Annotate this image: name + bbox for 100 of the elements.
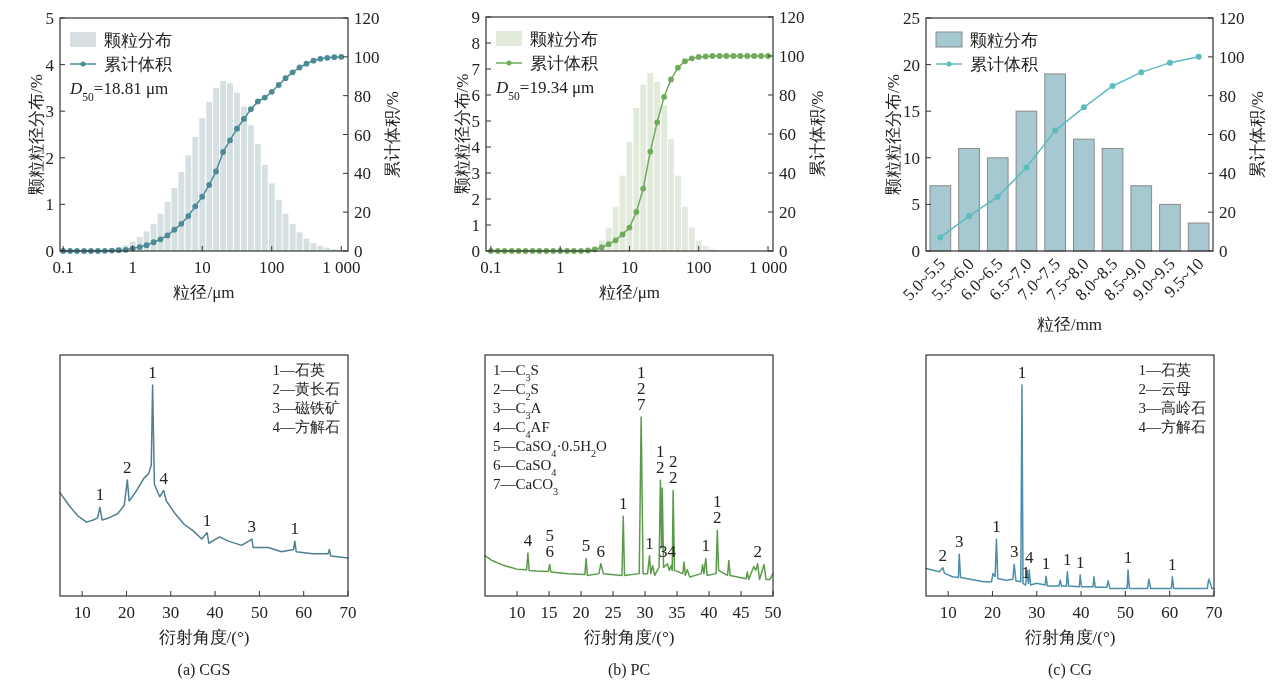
x-tick-label: 10 [193,258,211,277]
y-tick-label: 4 [45,55,55,75]
x-tick-label: 1 [555,258,565,277]
annotation: 1 [290,519,300,539]
annotation: 5—CaSO$_{4}$·0.5H$_{2}$O [493,438,608,459]
legend-label: 颗粒分布 [530,30,598,49]
annotation: 1 [1063,549,1072,569]
annotation: 3—高岭石 [1138,400,1206,416]
annotation: 1 2 [656,442,665,478]
y-tick-label: 3 [471,164,480,183]
annotation: 2 [753,541,762,561]
x-axis-title: 衍射角度/(°) [1024,628,1116,647]
y-tick-label: 5 [45,9,54,28]
annotation: 1 [1017,363,1027,382]
text: (b) PC [607,661,651,679]
y2-axis-title: 累计体积/% [382,91,402,178]
annotation: D$_{50}$=19.34 μm [495,78,595,103]
y2-tick-label: 60 [1219,125,1236,145]
y-tick-label: 0 [45,242,54,261]
annotation: 1 [645,533,654,553]
x-tick-label: 20 [117,603,135,622]
annotation: 1 [1041,554,1051,574]
annotation: 7—CaCO$_{3}$ [493,476,559,497]
x-tick-label: 40 [700,603,718,622]
y-axis-title: 颗粒粒径分布/% [26,74,46,195]
annotation: 4—方解石 [1138,419,1206,435]
annotation: 1 [202,510,212,530]
annotation: 2 [938,545,948,565]
annotation: 3—C$_{3}$A [493,400,542,421]
y2-tick-label: 20 [1219,203,1236,223]
annotation: 1 [95,485,105,505]
y-tick-label: 3 [45,102,54,122]
annotation: 3 [247,517,257,537]
y-tick-label: 0 [471,242,480,261]
y-tick-label: 2 [471,190,480,209]
annotation: 5 6 [545,526,554,562]
y2-tick-label: 120 [1219,9,1245,28]
y2-tick-label: 0 [1219,242,1228,261]
x-tick-label: 10 [508,603,526,622]
y-tick-label: 4 [471,138,481,157]
x-tick-label: 100 [685,258,712,277]
x-tick-label: 30 [1028,603,1046,622]
y-tick-label: 9 [471,8,480,27]
annotation: 1 [1123,548,1133,568]
annotation: 2—黄长石 [272,381,340,397]
x-tick-label: 50 [1116,603,1134,622]
x-axis-title: 粒径/μm [173,283,235,302]
x-tick-label: 40 [206,603,224,622]
x-tick-label: 10 [620,258,638,277]
x-tick-label: 70 [339,603,357,622]
y2-tick-label: 40 [354,164,371,184]
text: (a) CGS [177,661,231,679]
annotation: 4 [523,531,533,551]
y2-tick-label: 100 [779,47,805,66]
y2-tick-label: 40 [779,164,796,183]
annotation: 1 2 [713,492,722,528]
x-tick-label: 60 [1161,603,1179,622]
annotation: 4 [1024,548,1034,568]
x-tick-label: 10 [73,603,91,622]
text: 2—C$_{2}$S [493,381,539,402]
legend-label: 颗粒分布 [970,31,1038,50]
annotation: 5 [581,536,591,556]
y-tick-label: 25 [903,9,920,28]
x-tick-label: 70 [1205,603,1223,622]
annotation: 6—CaSO$_{4}$ [493,457,557,478]
annotation: 3 [954,532,964,552]
y2-tick-label: 60 [779,125,796,144]
y-tick-label: 7 [471,60,481,79]
annotation: 1 [701,536,711,556]
x-tick-label: 0.1 [52,258,74,277]
y2-tick-label: 80 [354,86,371,106]
y-tick-label: 8 [471,34,480,53]
text: 1—石英 [1138,362,1191,378]
x-axis-title: 衍射角度/(°) [158,628,250,647]
x-axis-title: 衍射角度/(°) [583,628,675,647]
y2-tick-label: 80 [1219,86,1236,106]
x-tick-label: 15 [540,603,558,622]
x-tick-label: 10 [939,603,957,622]
y2-tick-label: 120 [779,8,805,27]
annotation: 4—方解石 [272,419,340,435]
legend-label: 累计体积 [530,54,598,73]
legend-label: 累计体积 [970,55,1038,74]
y-tick-label: 6 [471,86,480,105]
y-tick-label: 15 [903,102,920,122]
annotation: 1 [992,517,1001,537]
legend-label: 颗粒分布 [104,31,172,50]
annotation: 2—云母 [1138,381,1191,397]
text: 1—石英 [272,362,325,378]
annotation: 3—磁铁矿 [272,400,340,416]
x-tick-label: 40 [1072,603,1090,622]
annotation: 2 2 [668,452,678,488]
legend-label: 累计体积 [104,55,172,74]
y2-axis-title: 累计体积/% [807,90,827,178]
y-tick-label: 5 [911,195,920,215]
y2-tick-label: 120 [354,9,380,28]
annotation: 1 [1168,554,1177,574]
annotation: 3 [1009,542,1019,562]
x-tick-label: 1 000 [322,258,361,277]
y-tick-label: 10 [903,148,920,168]
annotation: 4—C$_{4}$AF [493,419,550,440]
